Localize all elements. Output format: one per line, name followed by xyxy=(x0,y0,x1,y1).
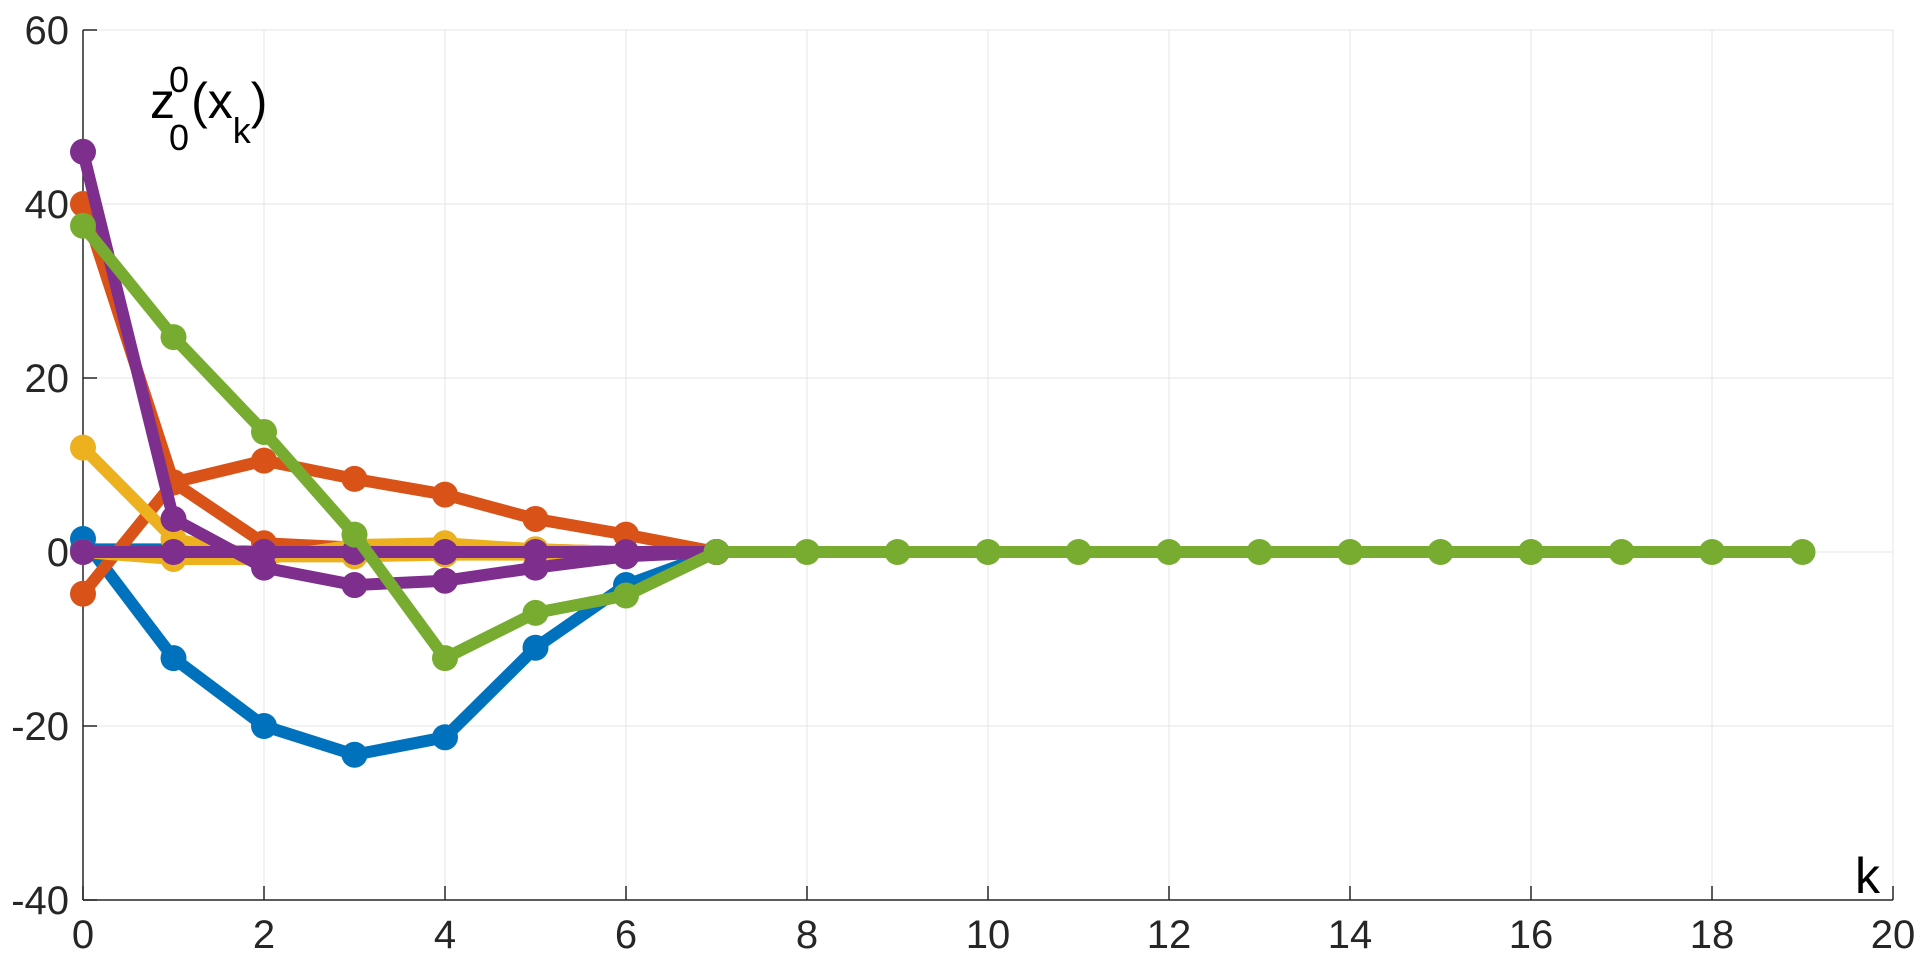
series-0-point-4 xyxy=(432,724,458,751)
x-tick-label-4: 8 xyxy=(796,913,818,957)
series-8-point-19 xyxy=(1789,539,1816,565)
series-2-point-3 xyxy=(341,465,368,492)
series-0-point-2 xyxy=(251,713,277,739)
x-axis-label: k xyxy=(1855,848,1881,904)
series-8-point-9 xyxy=(884,539,911,565)
series-6-line xyxy=(77,145,723,592)
series-8-point-5 xyxy=(522,599,549,626)
series-7-point-6 xyxy=(613,539,639,565)
y-label-sup: 0 xyxy=(169,59,189,100)
x-tick-label-5: 10 xyxy=(966,913,1011,957)
series-2-point-4 xyxy=(432,481,458,508)
series-7-point-4 xyxy=(432,539,458,565)
series-0-point-3 xyxy=(341,741,368,768)
y-tick-label-3: 20 xyxy=(25,357,70,401)
x-tick-label-6: 12 xyxy=(1147,913,1192,957)
x-tick-label-8: 16 xyxy=(1509,913,1554,957)
y-tick-label-4: 40 xyxy=(25,183,70,227)
x-tick-label-10: 20 xyxy=(1871,913,1916,957)
data-series xyxy=(70,138,1816,768)
series-2-point-5 xyxy=(522,505,549,532)
series-8-line xyxy=(77,219,1809,665)
series-8-point-16 xyxy=(1518,539,1544,565)
x-tick-label-0: 0 xyxy=(72,913,94,957)
series-8-point-1 xyxy=(160,324,187,351)
x-tick-label-1: 2 xyxy=(253,913,275,957)
series-8-point-14 xyxy=(1337,539,1363,565)
y-axis-label: z0 0(xk) xyxy=(150,59,267,158)
y-label-arg-sub: k xyxy=(233,110,252,151)
y-label-arg-open: (x xyxy=(191,73,233,129)
series-7-point-5 xyxy=(522,539,549,565)
series-8-point-18 xyxy=(1699,539,1725,565)
series-8-point-15 xyxy=(1427,539,1454,565)
series-7-point-0 xyxy=(70,539,96,565)
y-tick-label-5: 60 xyxy=(25,9,70,53)
y-tick-label-2: 0 xyxy=(47,531,69,575)
series-8-point-13 xyxy=(1246,539,1273,565)
y-label-sub: 0 xyxy=(169,117,189,158)
series-6-point-1 xyxy=(160,505,187,532)
x-tick-label-7: 14 xyxy=(1328,913,1373,957)
series-8 xyxy=(70,212,1816,672)
series-8-point-4 xyxy=(432,645,458,672)
series-8-point-0 xyxy=(70,212,96,239)
x-tick-label-3: 6 xyxy=(615,913,637,957)
series-6-point-4 xyxy=(432,567,458,594)
y-tick-label-1: -20 xyxy=(11,705,69,749)
series-8-point-12 xyxy=(1156,539,1182,565)
series-2-point-2 xyxy=(251,447,277,474)
series-4-point-0 xyxy=(70,434,96,461)
series-8-point-8 xyxy=(794,539,820,565)
series-7-point-2 xyxy=(251,539,277,565)
series-2-line xyxy=(77,454,723,600)
y-label-base: z xyxy=(150,73,175,129)
svg-text:z00(xk): z0 0(xk) xyxy=(150,59,267,158)
series-0-point-5 xyxy=(522,634,549,661)
series-8-point-17 xyxy=(1608,539,1635,565)
series-8-point-2 xyxy=(251,418,277,445)
series-2-point-0 xyxy=(70,580,96,607)
series-6-point-3 xyxy=(341,572,368,599)
series-6-point-0 xyxy=(70,138,96,165)
series-8-point-10 xyxy=(975,539,1001,565)
series-8-point-3 xyxy=(341,521,368,548)
x-tick-label-9: 18 xyxy=(1690,913,1735,957)
x-tick-label-2: 4 xyxy=(434,913,456,957)
series-7-point-1 xyxy=(160,539,187,565)
series-8-point-7 xyxy=(703,539,730,565)
y-label-arg-close: ) xyxy=(251,73,268,129)
tick-labels: 0 2 4 6 8 10 12 14 16 18 20 -40 -20 0 20 40 60 xyxy=(11,9,1915,957)
y-tick-label-0: -40 xyxy=(11,879,69,923)
series-8-point-6 xyxy=(613,582,639,609)
series-8-point-11 xyxy=(1065,539,1092,565)
series-0-point-1 xyxy=(160,645,187,672)
